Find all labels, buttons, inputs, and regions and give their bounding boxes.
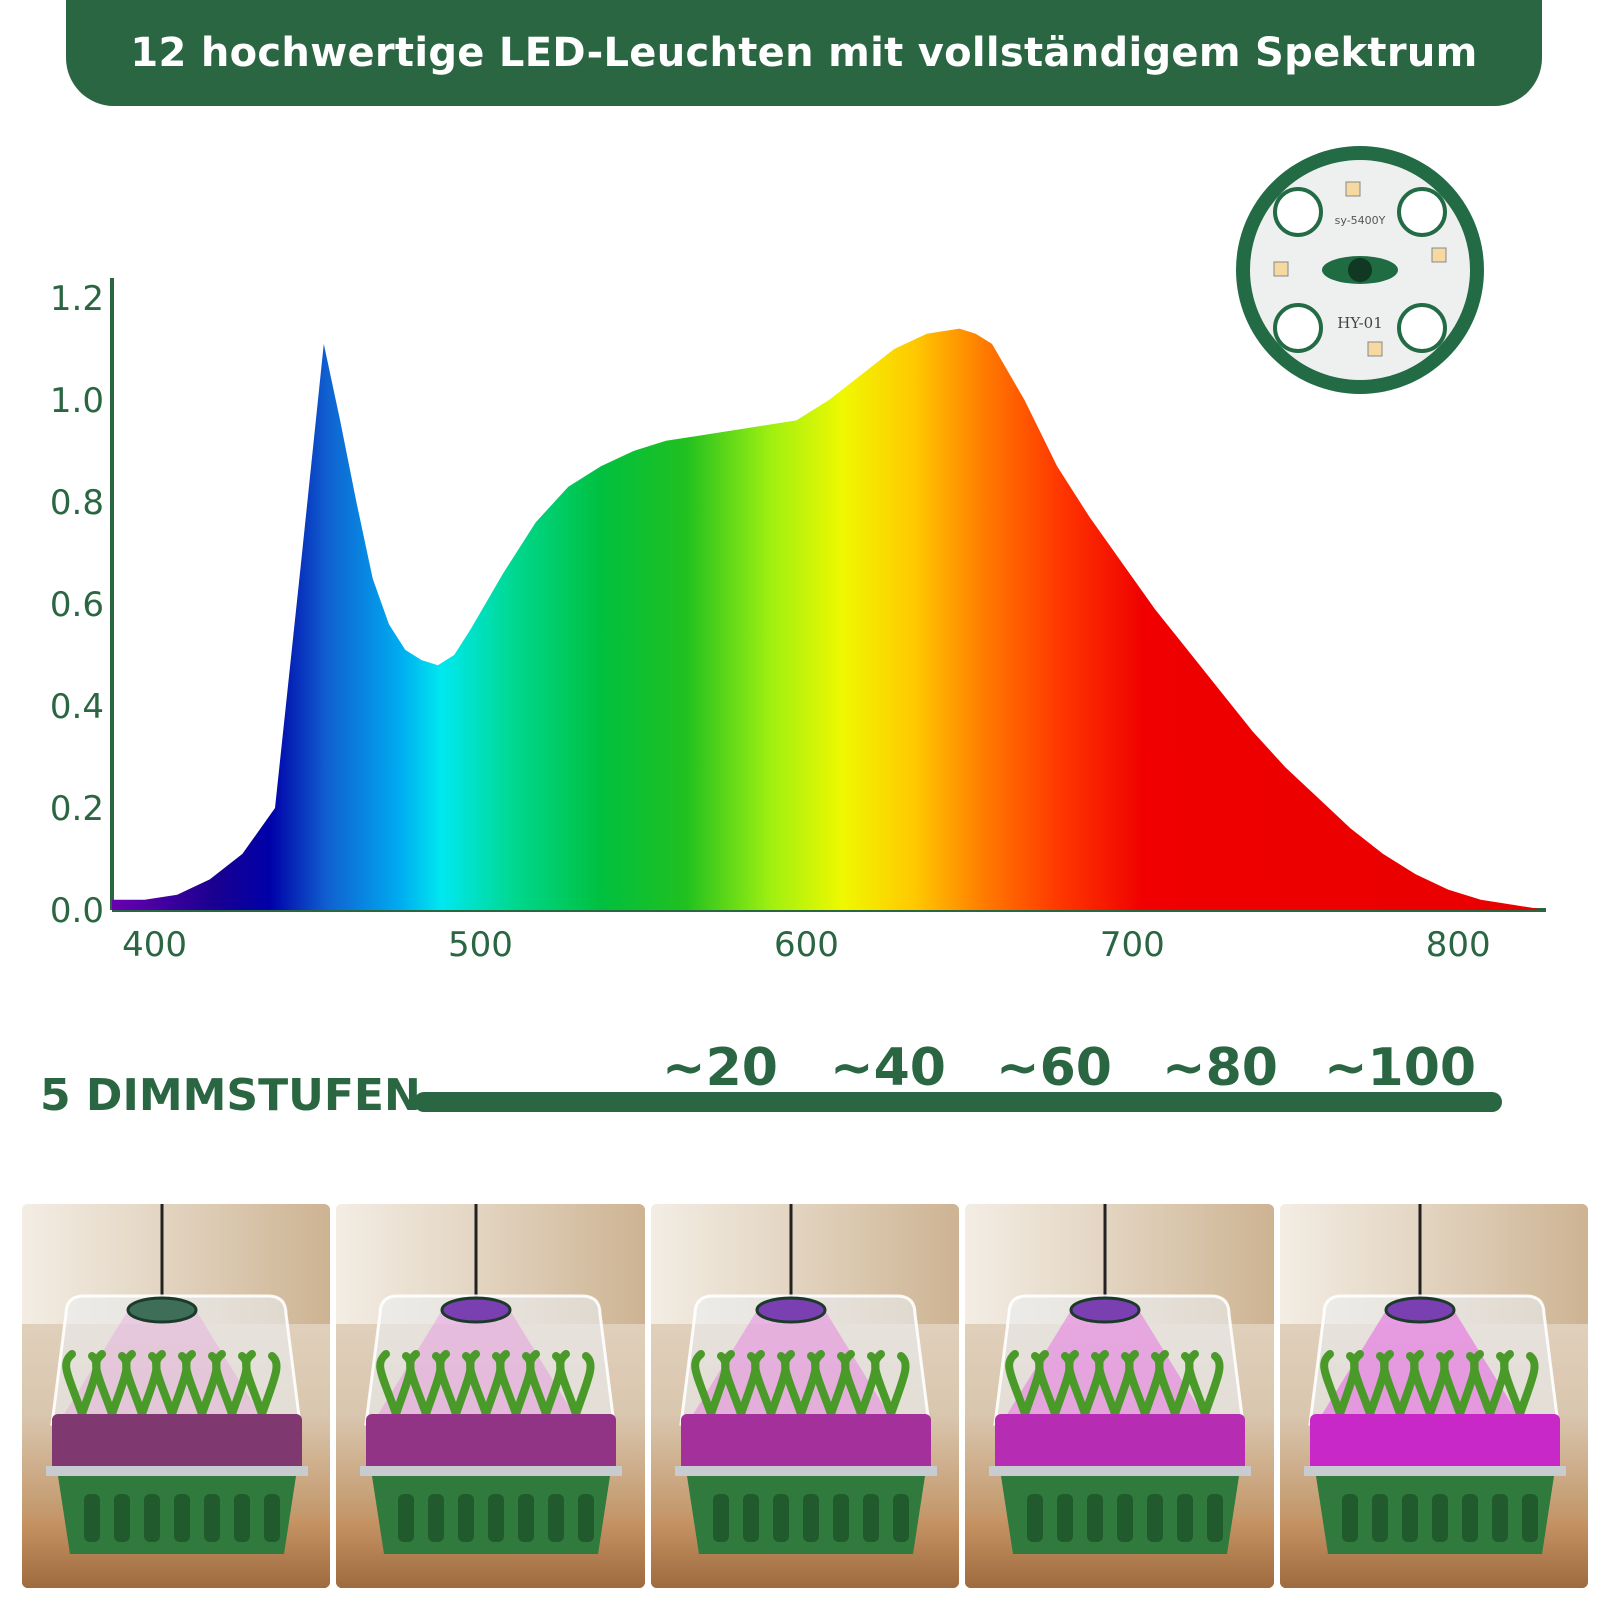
spectrum-chart: 0.0 0.2 0.4 0.6 0.8 1.0 1.2 400 500 600 700 800 sy-… [50, 146, 1546, 965]
x-tick-label: 700 [1100, 925, 1165, 965]
tray-rim [674, 1466, 937, 1476]
soil-cells [366, 1414, 617, 1472]
y-tick-label: 0.6 [50, 585, 104, 625]
chart-marks [112, 328, 1546, 911]
tray-foot [1057, 1494, 1074, 1542]
tray-foot [1147, 1494, 1164, 1542]
tray-foot [578, 1494, 595, 1542]
header-title: 12 hochwertige LED-Leuchten mit vollstän… [130, 30, 1478, 76]
seedling [556, 1350, 595, 1418]
tray-rim [360, 1466, 623, 1476]
pcb-led-board: sy-5400Y HY-01 [1236, 146, 1484, 394]
x-tick-label: 400 [122, 925, 187, 965]
tray-foot [742, 1494, 759, 1542]
dimming-level-60: ~60 [996, 1038, 1112, 1098]
tray-foot [1117, 1494, 1134, 1542]
seedling-tray-photo-60 [650, 1204, 960, 1588]
tray-foot [1207, 1494, 1224, 1542]
pcb-screw-icon [1348, 258, 1372, 282]
tray-foot [204, 1494, 220, 1542]
tray-foot [114, 1494, 130, 1542]
tray-foot [712, 1494, 729, 1542]
tray-foot [862, 1494, 879, 1542]
tray-foot [518, 1494, 535, 1542]
seedling [242, 1350, 281, 1418]
pcb-led-chip [1367, 341, 1383, 357]
tray-foot [1371, 1494, 1388, 1542]
seedling-tray-photo-40 [336, 1204, 645, 1588]
y-tick-label: 0.2 [50, 789, 104, 829]
soil-cells [52, 1414, 302, 1472]
soil-cells [995, 1414, 1246, 1472]
tray-foot [458, 1494, 475, 1542]
tray-foot [548, 1494, 565, 1542]
dimming-level-80: ~80 [1162, 1038, 1278, 1098]
tray-foot [264, 1494, 280, 1542]
tray-foot [1177, 1494, 1194, 1542]
pcb-led-chip [1273, 261, 1289, 277]
x-tick-label: 600 [774, 925, 839, 965]
seedling [870, 1350, 910, 1418]
dimming-level-20: ~20 [662, 1038, 778, 1098]
tray-foot [1401, 1494, 1418, 1542]
pcb-led-chip [1431, 247, 1447, 263]
tray-foot [174, 1494, 190, 1542]
tray-foot [1027, 1494, 1044, 1542]
tray-foot [1087, 1494, 1104, 1542]
seedling-tray-photo-20 [22, 1204, 331, 1588]
y-tick-label: 1.2 [50, 279, 104, 319]
pcb-led-chip [1345, 181, 1361, 197]
tray-foot [144, 1494, 160, 1542]
dimming-level-40: ~40 [830, 1038, 946, 1098]
tray-foot [428, 1494, 445, 1542]
tray-foot [832, 1494, 849, 1542]
pcb-hole [1397, 187, 1447, 237]
pcb-model-label: HY-01 [1337, 314, 1383, 332]
dimming-bar [414, 1092, 1502, 1112]
tray-foot [1431, 1494, 1448, 1542]
tray-foot [398, 1494, 415, 1542]
soil-cells [680, 1414, 931, 1472]
y-tick-label: 1.0 [50, 381, 104, 421]
y-tick-label: 0.8 [50, 483, 104, 523]
grow-lamp-icon [1384, 1296, 1456, 1324]
pcb-chip-label: sy-5400Y [1335, 214, 1386, 227]
tray-foot [1461, 1494, 1478, 1542]
seedling-tray-photo-80 [965, 1204, 1274, 1588]
chart-ticks: 0.0 0.2 0.4 0.6 0.8 1.0 1.2 400 500 600 700 800 [50, 279, 1491, 965]
tray-foot [488, 1494, 505, 1542]
seedling-tray-photo-100 [1279, 1204, 1589, 1588]
tray-foot [1521, 1494, 1538, 1542]
pcb-hole [1273, 187, 1323, 237]
tray-foot [234, 1494, 250, 1542]
x-tick-label: 500 [448, 925, 513, 965]
tray-foot [1341, 1494, 1358, 1542]
brightness-photo-strip [22, 1204, 1589, 1588]
tray-rim [989, 1466, 1252, 1476]
tray-foot [892, 1494, 909, 1542]
pcb-hole [1273, 303, 1323, 353]
tray-rim [46, 1466, 308, 1476]
spectrum-area [112, 328, 1546, 911]
header-banner: 12 hochwertige LED-Leuchten mit vollstän… [66, 0, 1542, 106]
grow-lamp-icon [126, 1296, 198, 1324]
grow-lamp-icon [440, 1296, 512, 1324]
tray-foot [772, 1494, 789, 1542]
dimming-title: 5 DIMMSTUFEN [40, 1070, 421, 1121]
grow-lamp-icon [1069, 1296, 1141, 1324]
seedling [1499, 1350, 1539, 1418]
grow-lamp-icon [755, 1296, 827, 1324]
pcb-hole [1397, 303, 1447, 353]
tray-foot [84, 1494, 100, 1542]
tray-rim [1303, 1466, 1566, 1476]
tray-foot [1491, 1494, 1508, 1542]
x-tick-label: 800 [1426, 925, 1491, 965]
tray-foot [802, 1494, 819, 1542]
y-tick-label: 0.4 [50, 687, 104, 727]
dimming-level-100: ~100 [1323, 1038, 1477, 1098]
seedling [1185, 1350, 1224, 1418]
soil-cells [1309, 1414, 1560, 1472]
y-tick-label: 0.0 [50, 891, 104, 931]
